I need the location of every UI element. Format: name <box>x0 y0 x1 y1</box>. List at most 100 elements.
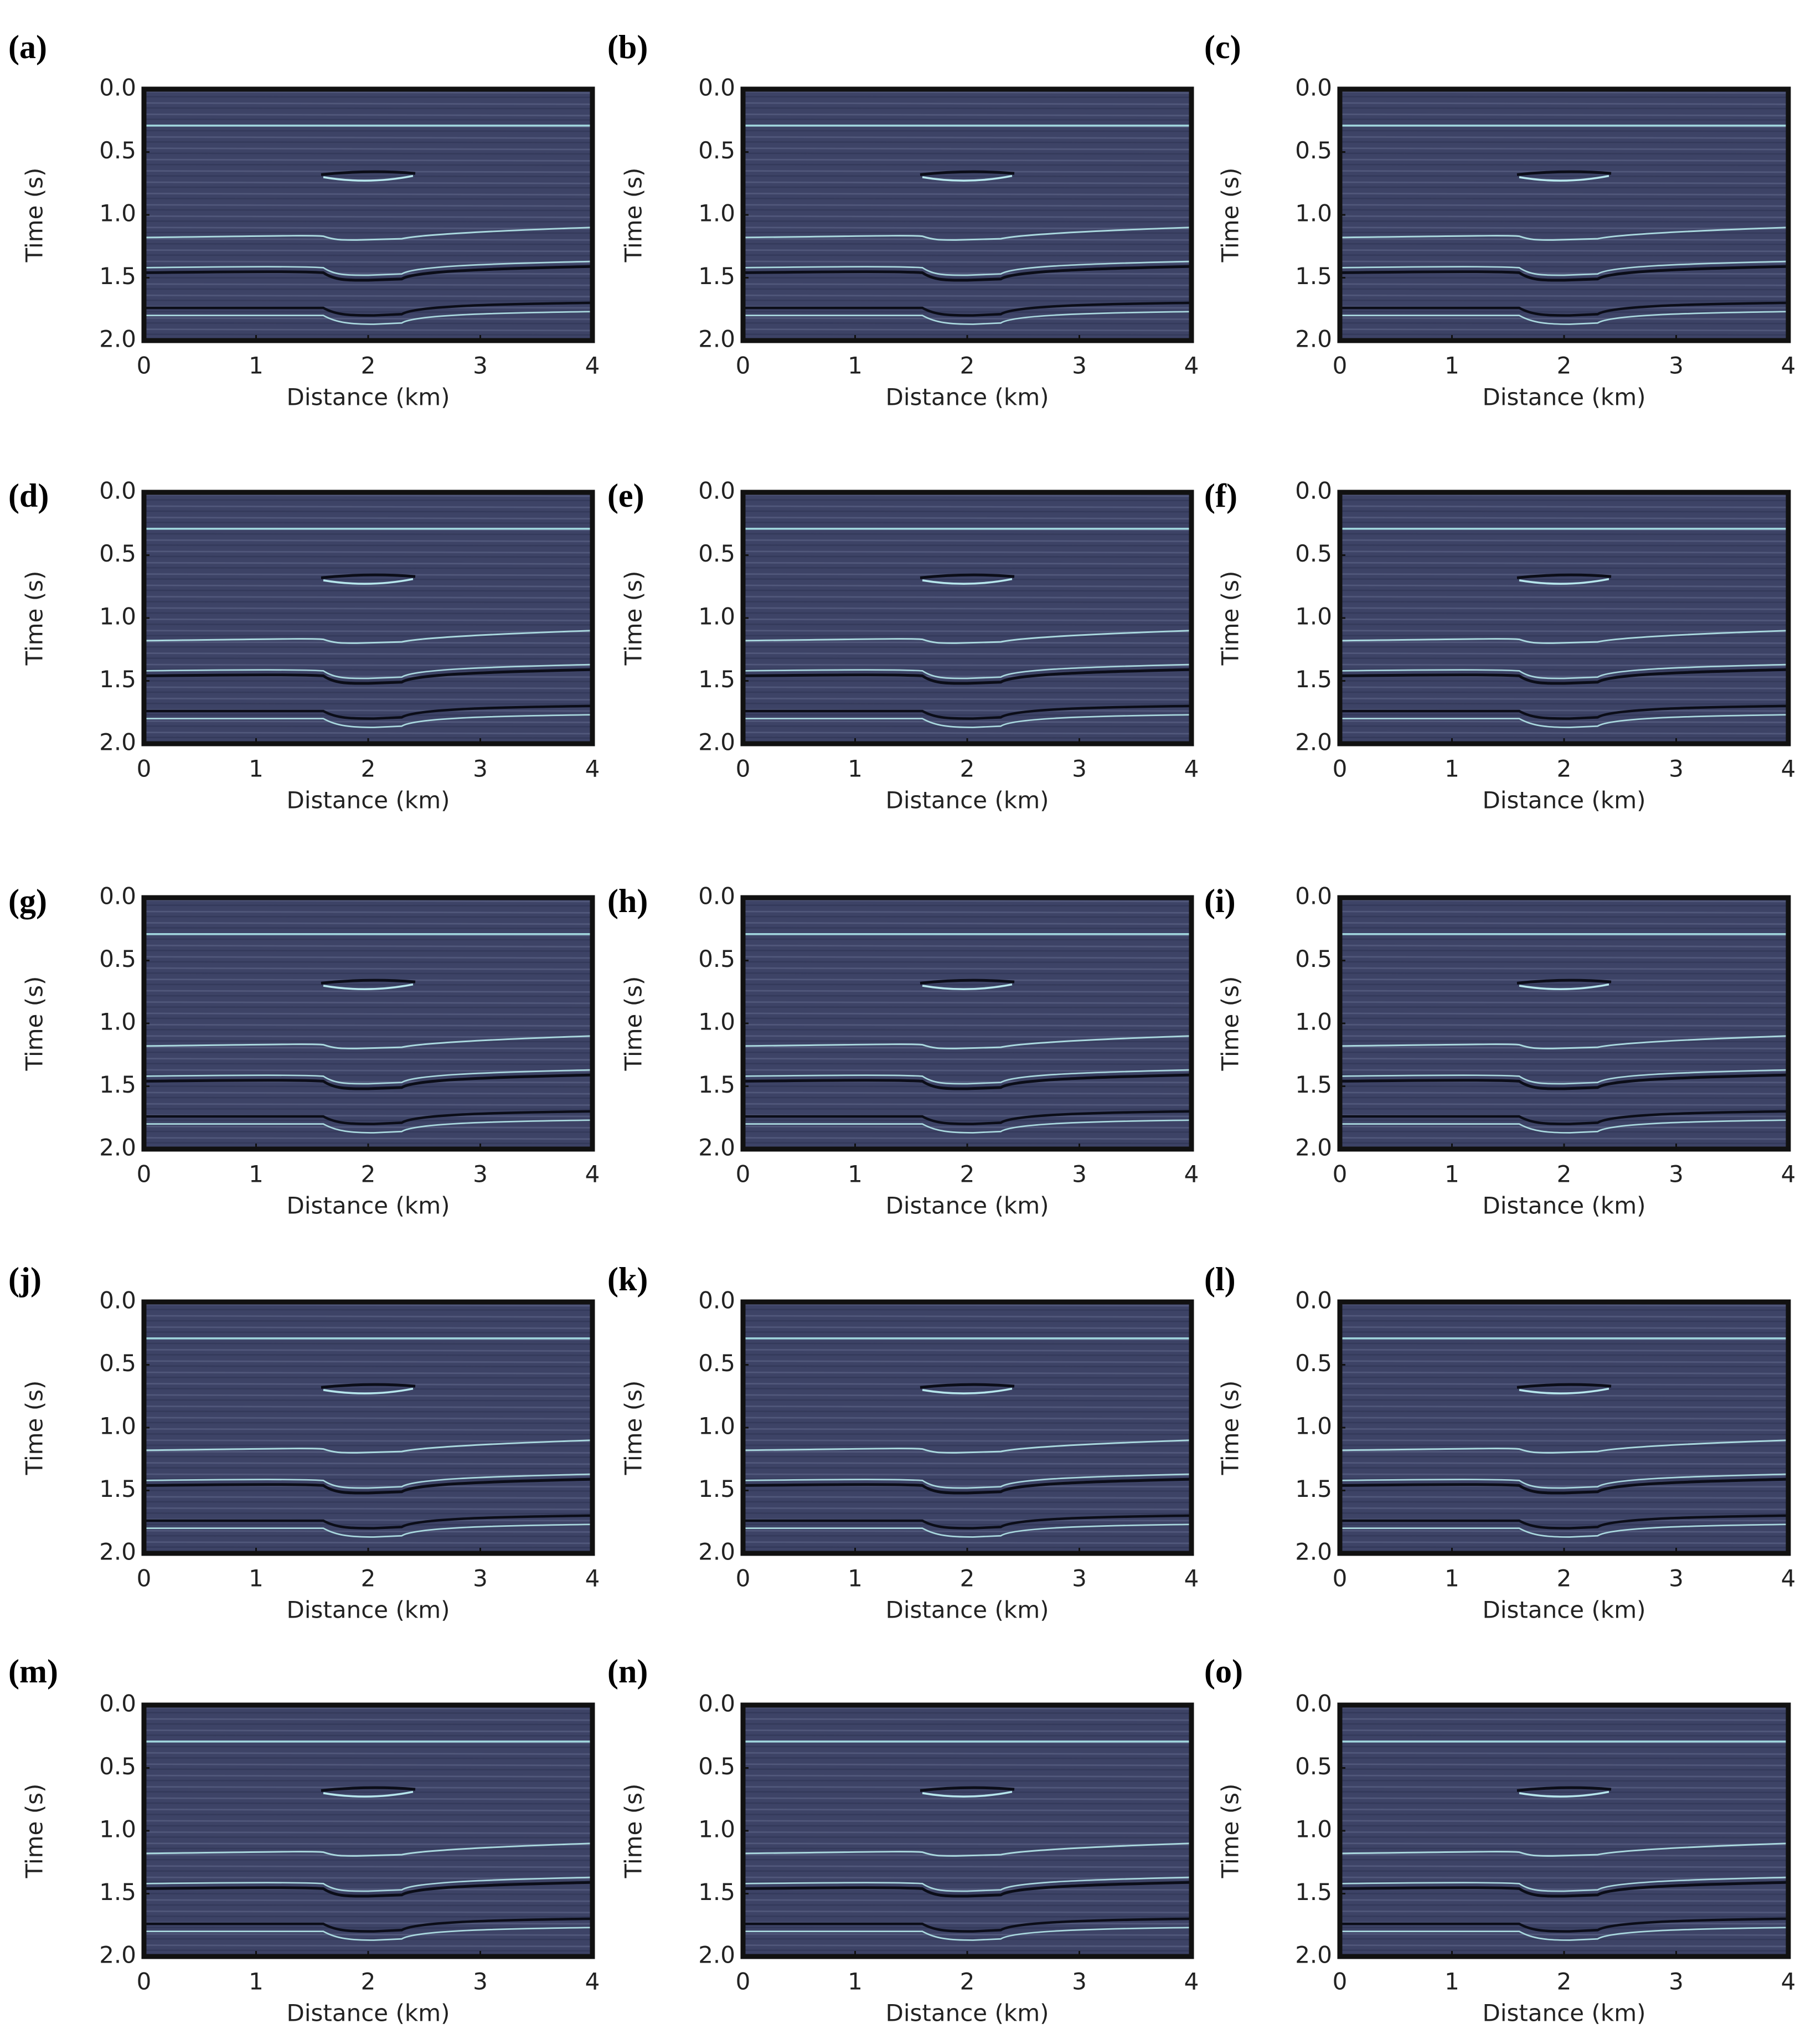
x-tick-label: 2 <box>361 1161 376 1188</box>
y-tick-label: 1.5 <box>1295 1475 1332 1502</box>
seismic-image <box>1340 1705 1788 1957</box>
x-tick-label: 0 <box>1333 1161 1348 1188</box>
y-tick-label: 2.0 <box>1295 326 1332 353</box>
y-tick-label: 1.5 <box>99 666 136 693</box>
x-tick-label: 3 <box>1669 1161 1684 1188</box>
y-axis-label: Time (s) <box>1217 571 1244 666</box>
x-tick-label: 0 <box>137 1565 152 1592</box>
y-tick-label: 1.5 <box>99 1071 136 1098</box>
y-tick-label: 0.0 <box>698 74 735 101</box>
x-tick-label: 4 <box>585 1565 600 1592</box>
x-axis-label: Distance (km) <box>1482 1192 1645 1219</box>
x-tick-label: 0 <box>1333 755 1348 782</box>
y-tick-label: 0.0 <box>698 1287 735 1314</box>
y-tick-label: 0.5 <box>698 540 735 567</box>
y-tick-label: 1.0 <box>698 1816 735 1843</box>
x-tick-label: 2 <box>361 1565 376 1592</box>
y-tick-label: 1.5 <box>698 666 735 693</box>
seismic-image <box>743 492 1191 744</box>
seismic-image <box>1340 1302 1788 1553</box>
panel: (m) 0 1 2 3 4 0.0 0.5 1.0 1.5 2.0 Distance (km) Time… <box>8 1653 600 2027</box>
y-tick-label: 0.5 <box>698 1753 735 1780</box>
x-axis-label: Distance (km) <box>286 384 450 411</box>
y-tick-label: 0.0 <box>698 477 735 504</box>
x-tick-label: 1 <box>249 755 264 782</box>
x-tick-label: 3 <box>473 352 488 379</box>
seismic-image <box>144 492 592 744</box>
x-tick-label: 4 <box>585 1968 600 1995</box>
panel-label: (b) <box>607 29 648 65</box>
y-tick-label: 0.0 <box>1295 74 1332 101</box>
panel: (e) 0 1 2 3 4 0.0 0.5 1.0 1.5 2.0 Distance (km) Time… <box>607 477 1199 814</box>
y-tick-label: 0.0 <box>99 74 136 101</box>
x-tick-label: 3 <box>1669 1565 1684 1592</box>
x-tick-label: 2 <box>960 1161 975 1188</box>
y-tick-label: 1.5 <box>698 1878 735 1906</box>
x-tick-label: 4 <box>1781 755 1796 782</box>
x-axis-label: Distance (km) <box>286 787 450 814</box>
y-axis-label: Time (s) <box>21 1784 48 1879</box>
y-tick-label: 1.5 <box>99 1878 136 1906</box>
y-tick-label: 1.0 <box>99 1413 136 1440</box>
y-tick-label: 2.0 <box>698 1538 735 1566</box>
y-tick-label: 1.5 <box>1295 1878 1332 1906</box>
panel-label: (c) <box>1204 29 1241 65</box>
seismic-image <box>1340 898 1788 1149</box>
x-axis-label: Distance (km) <box>286 1192 450 1219</box>
y-tick-label: 0.0 <box>698 1690 735 1717</box>
y-tick-label: 1.0 <box>698 1413 735 1440</box>
x-tick-label: 2 <box>960 352 975 379</box>
panel: (c) 0 1 2 3 4 0.0 0.5 1.0 1.5 2.0 Distance (km) Time… <box>1204 29 1795 411</box>
x-tick-label: 0 <box>137 1161 152 1188</box>
x-tick-label: 1 <box>848 1161 863 1188</box>
x-tick-label: 4 <box>1184 1161 1199 1188</box>
x-axis-label: Distance (km) <box>885 787 1049 814</box>
x-tick-label: 1 <box>848 755 863 782</box>
y-tick-label: 0.5 <box>698 137 735 164</box>
x-tick-label: 4 <box>1184 1565 1199 1592</box>
y-axis-label: Time (s) <box>620 1784 647 1879</box>
y-tick-label: 0.5 <box>99 1753 136 1780</box>
x-tick-label: 1 <box>1444 1565 1459 1592</box>
y-tick-label: 0.5 <box>99 137 136 164</box>
y-axis-label: Time (s) <box>1217 1381 1244 1476</box>
x-tick-label: 3 <box>1072 352 1087 379</box>
panel: (h) 0 1 2 3 4 0.0 0.5 1.0 1.5 2.0 Distance (km) Time… <box>607 883 1199 1219</box>
y-tick-label: 1.5 <box>698 1071 735 1098</box>
x-tick-label: 4 <box>1781 1968 1796 1995</box>
panel: (k) 0 1 2 3 4 0.0 0.5 1.0 1.5 2.0 Distance (km) Time… <box>607 1261 1199 1624</box>
x-tick-label: 4 <box>1184 1968 1199 1995</box>
y-tick-label: 0.5 <box>99 1350 136 1377</box>
y-tick-label: 2.0 <box>1295 1538 1332 1566</box>
y-tick-label: 0.5 <box>1295 1753 1332 1780</box>
x-tick-label: 3 <box>1669 755 1684 782</box>
x-tick-label: 4 <box>1781 1565 1796 1592</box>
x-tick-label: 2 <box>960 1968 975 1995</box>
y-tick-label: 1.0 <box>698 200 735 227</box>
y-tick-label: 2.0 <box>99 1134 136 1161</box>
y-tick-label: 0.5 <box>99 945 136 972</box>
x-tick-label: 3 <box>1072 755 1087 782</box>
y-axis-label: Time (s) <box>1217 976 1244 1072</box>
x-tick-label: 2 <box>1557 1161 1572 1188</box>
y-tick-label: 1.0 <box>99 200 136 227</box>
x-tick-label: 4 <box>1781 1161 1796 1188</box>
seismic-image <box>1340 492 1788 744</box>
y-tick-label: 1.0 <box>1295 1413 1332 1440</box>
x-axis-label: Distance (km) <box>1482 1597 1645 1624</box>
x-tick-label: 0 <box>736 1565 751 1592</box>
y-axis-label: Time (s) <box>21 976 48 1072</box>
y-tick-label: 1.5 <box>1295 262 1332 290</box>
y-tick-label: 2.0 <box>99 729 136 756</box>
y-tick-label: 0.5 <box>99 540 136 567</box>
y-tick-label: 2.0 <box>99 1942 136 1969</box>
y-tick-label: 0.5 <box>698 1350 735 1377</box>
seismic-image <box>144 898 592 1149</box>
panel-label: (m) <box>8 1653 58 1690</box>
y-tick-label: 0.0 <box>99 1287 136 1314</box>
panel-label: (o) <box>1204 1653 1243 1690</box>
x-axis-label: Distance (km) <box>1482 384 1645 411</box>
x-tick-label: 0 <box>137 1968 152 1995</box>
x-tick-label: 4 <box>1184 352 1199 379</box>
